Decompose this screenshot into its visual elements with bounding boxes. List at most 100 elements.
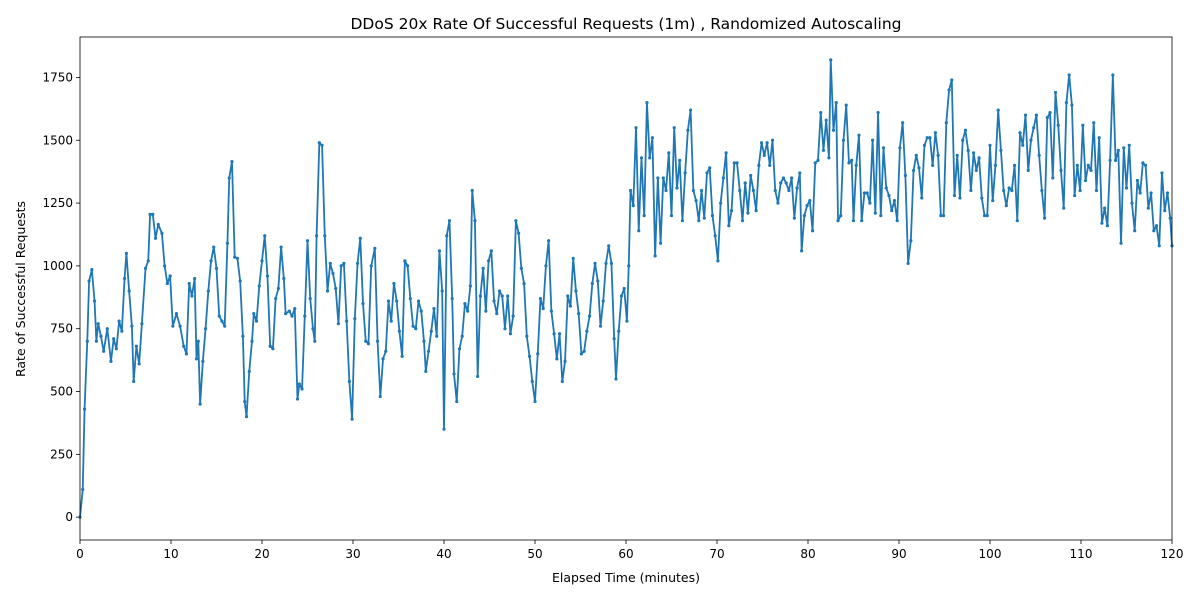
data-point [642, 214, 646, 218]
x-tick-label: 60 [618, 547, 633, 561]
x-tick-label: 20 [254, 547, 269, 561]
data-point [716, 259, 720, 263]
data-point [198, 402, 202, 406]
data-point [1144, 163, 1148, 167]
data-point [466, 309, 470, 313]
data-point [958, 196, 962, 200]
data-point [914, 153, 918, 157]
data-point [151, 212, 155, 216]
data-point [1029, 138, 1033, 142]
data-point [754, 209, 758, 213]
data-point [936, 153, 940, 157]
data-point [795, 186, 799, 190]
data-point [617, 329, 621, 333]
data-point [787, 188, 791, 193]
data-point [827, 156, 831, 160]
data-point [384, 349, 388, 353]
data-point [609, 261, 614, 265]
data-point [331, 271, 335, 276]
data-point [163, 264, 167, 268]
data-point [634, 126, 638, 130]
data-point [168, 274, 172, 278]
data-point [1010, 188, 1014, 193]
data-point [762, 153, 766, 157]
chart-title: DDoS 20x Rate Of Successful Requests (1m… [351, 15, 902, 33]
data-point [323, 234, 327, 238]
data-point [1149, 191, 1153, 195]
data-point [460, 334, 464, 338]
data-point [295, 397, 300, 401]
data-point [105, 327, 109, 331]
data-point [850, 158, 854, 162]
data-point [313, 339, 317, 343]
data-point [187, 281, 191, 286]
data-point [146, 259, 150, 263]
data-point [911, 168, 916, 173]
data-point [813, 161, 817, 165]
data-point [1119, 241, 1123, 245]
data-point [257, 284, 261, 288]
data-point [308, 296, 312, 301]
data-point [525, 334, 529, 338]
data-point [1015, 219, 1019, 223]
data-point [759, 141, 764, 145]
data-point [497, 289, 502, 293]
data-point [220, 319, 224, 323]
data-point [1160, 171, 1164, 175]
data-point [442, 427, 446, 431]
data-point [252, 312, 256, 316]
data-point [628, 188, 633, 193]
data-point [547, 239, 551, 243]
data-point [87, 279, 91, 283]
data-point [353, 317, 357, 321]
data-point [334, 286, 338, 291]
data-point [178, 324, 182, 328]
data-point [784, 181, 788, 185]
data-point [800, 249, 804, 253]
data-point [834, 100, 838, 105]
data-point [347, 379, 351, 384]
data-point [831, 128, 836, 132]
data-point [92, 299, 97, 303]
x-tick-label: 80 [800, 547, 815, 561]
data-point [500, 294, 504, 298]
data-point [985, 214, 989, 218]
data-point [127, 289, 131, 293]
data-point [174, 312, 179, 316]
data-point [254, 319, 259, 323]
data-point [381, 357, 385, 361]
data-point [773, 188, 777, 193]
data-point [233, 255, 237, 259]
data-point [350, 417, 354, 421]
x-tick-label: 0 [76, 547, 84, 561]
data-point [1130, 201, 1134, 205]
data-point [847, 161, 851, 165]
data-point [96, 322, 100, 326]
data-point [470, 188, 474, 193]
data-point [776, 201, 780, 205]
data-point [148, 212, 152, 216]
data-point [555, 357, 559, 361]
data-point [300, 387, 304, 391]
data-point [238, 279, 242, 283]
data-point [879, 214, 883, 218]
data-point [274, 296, 278, 301]
data-point [876, 111, 880, 115]
data-point [287, 309, 291, 313]
data-point [223, 324, 227, 328]
data-point [452, 372, 456, 376]
data-point [279, 245, 283, 249]
data-point [708, 166, 712, 170]
data-point [963, 128, 968, 132]
data-point [607, 244, 611, 248]
data-point [1059, 168, 1063, 173]
data-point [140, 322, 144, 326]
data-point [699, 188, 704, 193]
data-point [625, 319, 629, 323]
data-point [244, 415, 249, 419]
data-point [386, 299, 391, 303]
data-point [406, 264, 410, 268]
data-point [225, 241, 230, 245]
data-point [429, 329, 433, 333]
